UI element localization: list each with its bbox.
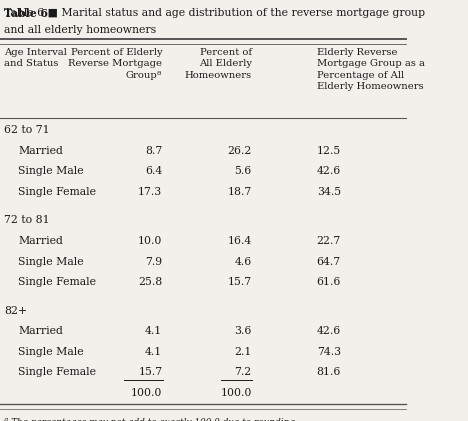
Text: 5.6: 5.6 bbox=[234, 166, 252, 176]
Text: 72 to 81: 72 to 81 bbox=[4, 216, 50, 225]
Text: 10.0: 10.0 bbox=[138, 236, 162, 246]
Text: 4.6: 4.6 bbox=[234, 256, 252, 266]
Text: 7.9: 7.9 bbox=[145, 256, 162, 266]
Text: 8.7: 8.7 bbox=[145, 146, 162, 156]
Text: ª The percentages may not add to exactly 100.0 due to rounding.: ª The percentages may not add to exactly… bbox=[4, 418, 298, 421]
Text: 18.7: 18.7 bbox=[227, 187, 252, 197]
Text: Married: Married bbox=[18, 236, 63, 246]
Text: 17.3: 17.3 bbox=[138, 187, 162, 197]
Text: 3.6: 3.6 bbox=[234, 326, 252, 336]
Text: 64.7: 64.7 bbox=[317, 256, 341, 266]
Text: Single Male: Single Male bbox=[18, 347, 84, 357]
Text: Single Female: Single Female bbox=[18, 277, 96, 287]
Text: 22.7: 22.7 bbox=[317, 236, 341, 246]
Text: Married: Married bbox=[18, 326, 63, 336]
Text: 15.7: 15.7 bbox=[227, 277, 252, 287]
Text: Table 6 ■ Marital status and age distribution of the reverse mortgage group: Table 6 ■ Marital status and age distrib… bbox=[4, 8, 425, 18]
Text: 34.5: 34.5 bbox=[317, 187, 341, 197]
Text: 61.6: 61.6 bbox=[317, 277, 341, 287]
Text: 82+: 82+ bbox=[4, 306, 27, 316]
Text: 100.0: 100.0 bbox=[220, 388, 252, 398]
Text: 81.6: 81.6 bbox=[317, 367, 341, 377]
Text: Elderly Reverse
Mortgage Group as a
Percentage of All
Elderly Homeowners: Elderly Reverse Mortgage Group as a Perc… bbox=[317, 48, 424, 91]
Text: Married: Married bbox=[18, 146, 63, 156]
Text: 4.1: 4.1 bbox=[145, 326, 162, 336]
Text: and all elderly homeowners: and all elderly homeowners bbox=[4, 25, 156, 35]
Text: Percent of
All Elderly
Homeowners: Percent of All Elderly Homeowners bbox=[184, 48, 252, 80]
Text: 42.6: 42.6 bbox=[317, 326, 341, 336]
Text: 74.3: 74.3 bbox=[317, 347, 341, 357]
Text: Single Male: Single Male bbox=[18, 166, 84, 176]
Text: 15.7: 15.7 bbox=[138, 367, 162, 377]
Text: Age Interval
and Status: Age Interval and Status bbox=[4, 48, 67, 68]
Text: 42.6: 42.6 bbox=[317, 166, 341, 176]
Text: 12.5: 12.5 bbox=[317, 146, 341, 156]
Text: Single Female: Single Female bbox=[18, 367, 96, 377]
Text: 4.1: 4.1 bbox=[145, 347, 162, 357]
Text: 7.2: 7.2 bbox=[234, 367, 252, 377]
Text: 25.8: 25.8 bbox=[138, 277, 162, 287]
Text: 2.1: 2.1 bbox=[234, 347, 252, 357]
Text: 100.0: 100.0 bbox=[131, 388, 162, 398]
Text: Single Male: Single Male bbox=[18, 256, 84, 266]
Text: 6.4: 6.4 bbox=[145, 166, 162, 176]
Text: Single Female: Single Female bbox=[18, 187, 96, 197]
Text: Table 6: Table 6 bbox=[4, 8, 48, 19]
Text: 16.4: 16.4 bbox=[227, 236, 252, 246]
Text: Percent of Elderly
Reverse Mortgage
Groupª: Percent of Elderly Reverse Mortgage Grou… bbox=[68, 48, 162, 80]
Text: 62 to 71: 62 to 71 bbox=[4, 125, 50, 135]
Text: 26.2: 26.2 bbox=[227, 146, 252, 156]
